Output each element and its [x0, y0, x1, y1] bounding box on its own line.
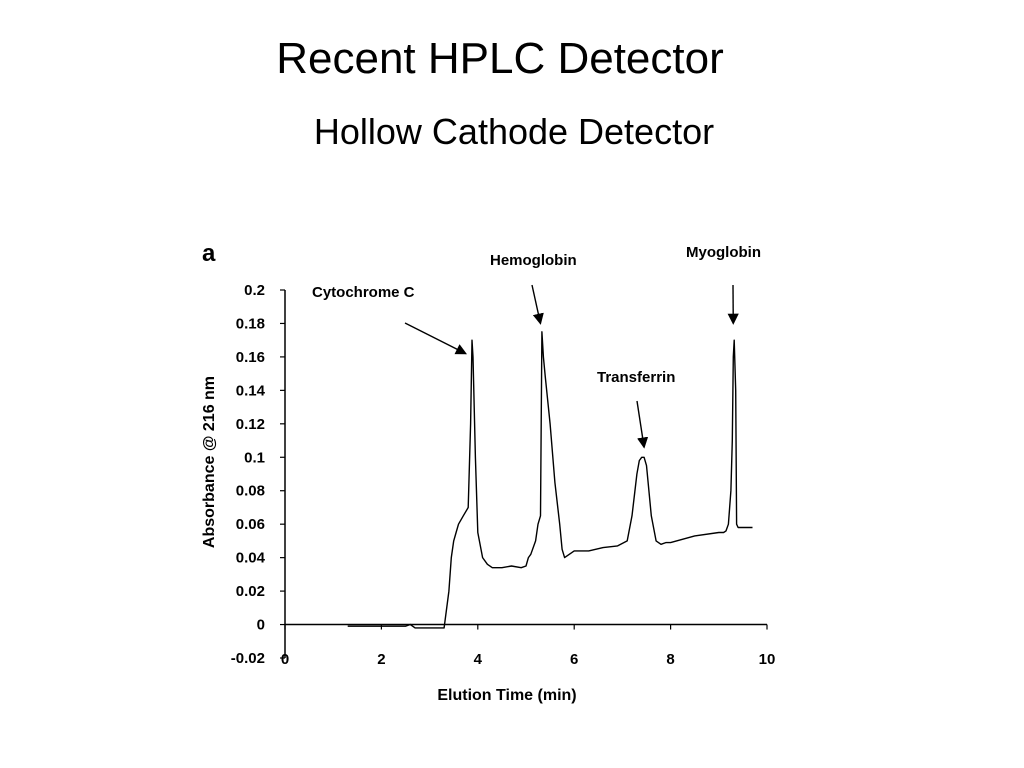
y-tick-label: 0.14 — [236, 382, 266, 399]
peak-label: Cytochrome C — [312, 284, 415, 301]
slide-subtitle: Hollow Cathode Detector — [313, 111, 715, 152]
chart-ticks: -0.02 0 0.02 0.04 0.06 0.08 0.1 0.12 0.14 0.16 0.1… — [231, 282, 776, 668]
y-tick-label: 0.2 — [244, 282, 265, 299]
chart-axes — [284, 290, 767, 658]
chart-annotations: Cytochrome C Hemoglobin Transferrin Myoglob… — [312, 244, 761, 449]
chart-series — [347, 331, 753, 629]
y-tick-label: 0.16 — [236, 349, 265, 366]
y-tick-label: 0.02 — [236, 583, 265, 600]
peak-arrow — [636, 400, 649, 449]
y-tick-label: 0.06 — [236, 516, 265, 533]
panel-label: a — [202, 240, 216, 267]
y-tick-label: 0.08 — [236, 483, 265, 500]
x-axis-title: Elution Time (min) — [437, 687, 576, 704]
y-tick-label: 0.18 — [236, 315, 265, 332]
x-tick-label: 2 — [377, 651, 385, 668]
x-tick-label: 4 — [474, 651, 483, 668]
x-tick-label: 6 — [570, 651, 578, 668]
x-tick-label: 0 — [281, 651, 289, 668]
y-tick-label: -0.02 — [231, 650, 265, 667]
peak-label: Transferrin — [597, 369, 675, 386]
x-tick-label: 10 — [759, 651, 776, 668]
y-tick-label: 0 — [257, 617, 265, 634]
x-tick-label: 8 — [666, 651, 674, 668]
peak-arrow — [531, 284, 544, 325]
peak-label: Hemoglobin — [490, 252, 577, 269]
y-tick-label: 0.1 — [244, 449, 265, 466]
y-tick-label: 0.12 — [236, 416, 265, 433]
y-tick-label: 0.04 — [236, 550, 266, 567]
slide-title: Recent HPLC Detector — [276, 34, 724, 83]
peak-label: Myoglobin — [686, 244, 761, 261]
peak-arrow — [404, 322, 468, 355]
y-axis-title: Absorbance @ 216 nm — [201, 376, 218, 548]
chromatogram-line — [347, 331, 753, 629]
